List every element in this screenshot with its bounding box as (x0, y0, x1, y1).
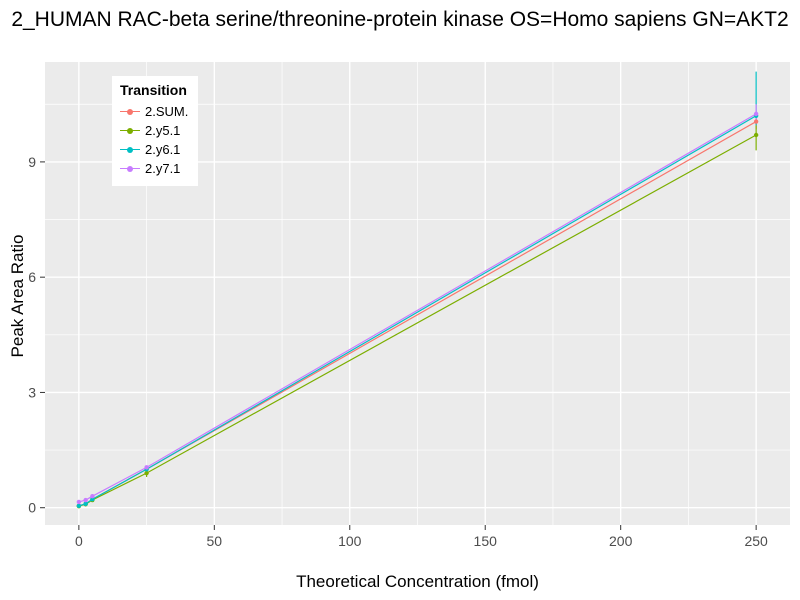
x-tick-label: 50 (207, 533, 223, 549)
data-point (90, 493, 95, 499)
y-axis-title: Peak Area Ratio (8, 234, 27, 358)
x-tick-label: 150 (474, 533, 498, 549)
data-point (753, 111, 759, 117)
legend-item-label: 2.SUM. (145, 104, 189, 119)
data-point (83, 501, 88, 507)
legend-items: 2.SUM. 2.y5.1 2.y6.1 2.y7.1 (120, 102, 188, 178)
x-axis-title: Theoretical Concentration (fmol) (296, 572, 539, 591)
y-tick-label: 3 (28, 384, 36, 400)
y-tick-label: 9 (28, 154, 36, 170)
data-point (83, 497, 88, 503)
chart-title: 2_HUMAN RAC-beta serine/threonine-protei… (11, 8, 789, 31)
legend-item-label: 2.y5.1 (145, 123, 181, 138)
x-tick-label: 200 (609, 533, 633, 549)
x-tick-label: 100 (338, 533, 362, 549)
legend-key-icon (120, 143, 140, 157)
data-point (76, 499, 82, 505)
legend-title: Transition (120, 82, 187, 98)
legend-key-icon (120, 105, 140, 119)
y-tick-label: 0 (28, 500, 36, 516)
legend-item: 2.y5.1 (120, 121, 188, 140)
legend: Transition 2.SUM. 2.y5.1 2.y6.1 2.y7.1 (112, 76, 199, 186)
legend-key-icon (120, 124, 140, 138)
data-point (90, 497, 95, 502)
data-point (753, 119, 759, 124)
legend-item: 2.SUM. (120, 102, 188, 121)
legend-item: 2.y7.1 (120, 159, 188, 178)
data-point (76, 503, 82, 508)
legend-item: 2.y6.1 (120, 140, 188, 159)
legend-item-label: 2.y7.1 (145, 161, 181, 176)
x-tick-label: 250 (744, 533, 768, 549)
data-point (144, 465, 149, 470)
legend-key-icon (120, 162, 140, 176)
x-tick-label: 0 (75, 533, 83, 549)
data-point (753, 132, 759, 138)
data-point (144, 470, 149, 476)
legend-item-label: 2.y6.1 (145, 142, 181, 157)
y-tick-label: 6 (28, 269, 36, 285)
